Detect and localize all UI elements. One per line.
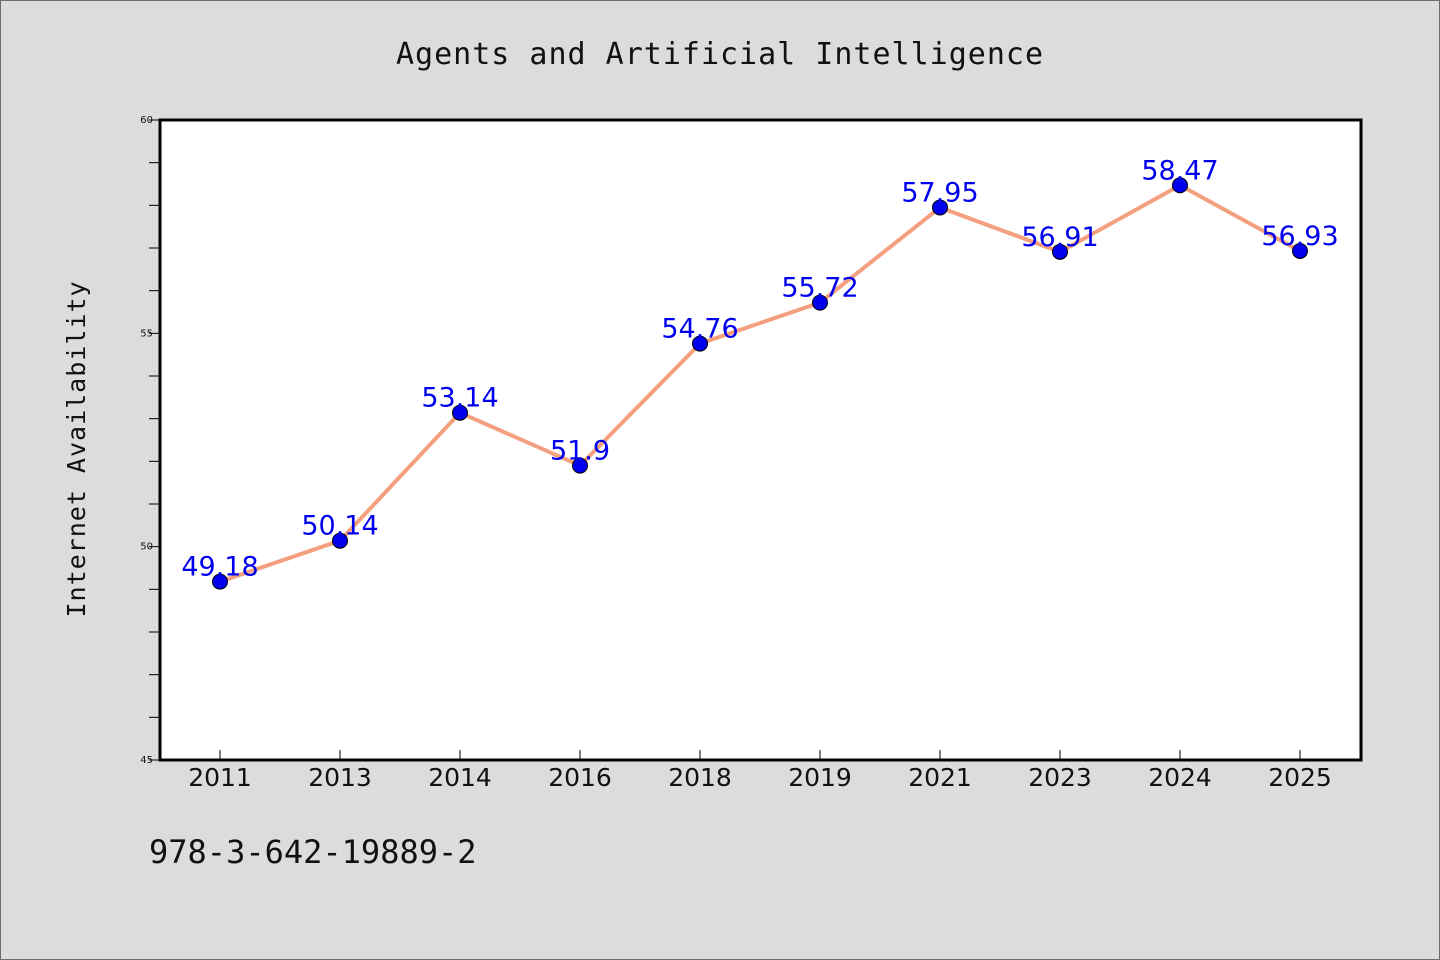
data-label: 49.18 <box>181 552 258 583</box>
data-point <box>452 404 468 421</box>
x-tick-label: 2011 <box>188 763 252 792</box>
data-point <box>332 532 348 549</box>
x-tick-label: 2025 <box>1268 763 1332 792</box>
y-tick-label: 55 <box>140 328 153 339</box>
data-point <box>1292 242 1308 259</box>
data-point <box>932 199 948 216</box>
data-label: 51.9 <box>550 436 610 467</box>
data-point <box>692 335 708 352</box>
data-point <box>812 294 828 311</box>
data-point <box>212 573 228 590</box>
x-tick-label: 2019 <box>788 763 852 792</box>
series-layer <box>212 177 1308 590</box>
data-label: 58.47 <box>1141 155 1218 186</box>
series-line <box>218 183 1302 584</box>
data-label: 57.95 <box>901 177 978 208</box>
data-labels: 49.18 50.14 53.14 51.9 54.76 55.72 57.95 56.91 5… <box>181 155 1338 582</box>
plot-area <box>158 118 1363 762</box>
data-point <box>1172 177 1188 194</box>
x-tick-label: 2023 <box>1028 763 1092 792</box>
data-label: 50.14 <box>301 511 378 542</box>
data-label: 56.93 <box>1261 221 1338 252</box>
x-tick-label: 2021 <box>908 763 972 792</box>
data-label: 54.76 <box>661 314 738 345</box>
footer-isbn: 978-3-642-19889-2 <box>149 833 477 871</box>
x-tick-label: 2024 <box>1148 763 1212 792</box>
y-tick-label: 45 <box>140 755 153 766</box>
data-label: 55.72 <box>781 273 858 304</box>
x-axis: 2011 2013 2014 2016 2018 2019 2021 2023 2024 2025 <box>188 750 1332 792</box>
x-tick-label: 2013 <box>308 763 372 792</box>
x-tick-label: 2014 <box>428 763 492 792</box>
data-label: 56.91 <box>1021 222 1098 253</box>
x-tick-label: 2018 <box>668 763 732 792</box>
data-point <box>572 457 588 474</box>
y-tick-label: 60 <box>140 115 153 126</box>
chart-title: Agents and Artificial Intelligence <box>396 37 1044 72</box>
data-label: 53.14 <box>421 383 498 414</box>
data-point <box>1052 243 1068 260</box>
y-axis: 45 50 55 60 <box>140 115 160 766</box>
y-axis-label: Internet Availability <box>62 280 91 617</box>
x-tick-label: 2016 <box>548 763 612 792</box>
y-tick-label: 50 <box>140 542 153 553</box>
